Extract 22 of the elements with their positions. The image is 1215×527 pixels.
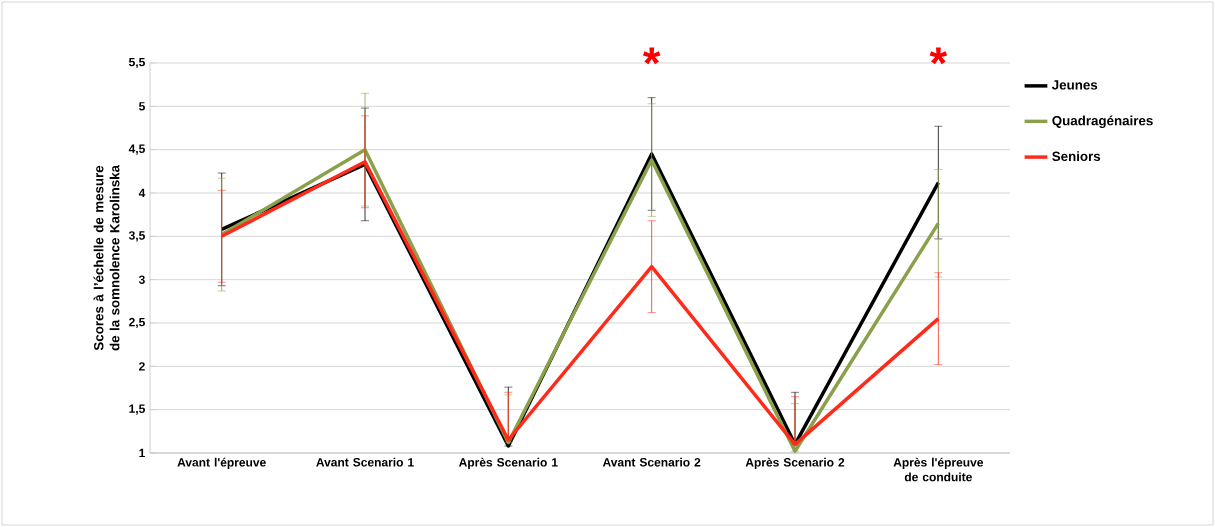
y-tick-label: 4,5 <box>128 144 145 155</box>
x-tick-label: Avant Scenario 2 <box>602 457 701 467</box>
y-tick-label: 5 <box>139 102 145 111</box>
y-tick-label: 1,5 <box>129 404 145 415</box>
annotation: * <box>642 47 661 65</box>
legend-label: Jeunes <box>1051 80 1098 90</box>
annotation: * <box>929 47 948 65</box>
x-tick-label: Après Scenario 1 <box>458 457 558 469</box>
x-tick-label: Avant Scenario 1 <box>316 457 414 467</box>
x-tick-label: Après Scenario 2 <box>745 457 845 469</box>
y-axis-title: Scores à l’échelle de mesure de la somnolence Karolinska <box>93 164 120 351</box>
y-tick-label: 5,5 <box>128 57 145 69</box>
y-tick-label: 4 <box>138 188 146 198</box>
legend-label: Quadragénaires <box>1052 115 1153 129</box>
y-tick-label: 2 <box>139 362 145 371</box>
y-tick-label: 3 <box>138 275 145 284</box>
legend-label: Seniors <box>1052 151 1101 162</box>
x-tick-label: Après l'épreuve de conduite <box>893 457 984 482</box>
y-tick-label: 3,5 <box>128 231 145 242</box>
y-tick-label: 1 <box>139 448 145 458</box>
x-tick-label: Avant l'épreuve <box>177 457 266 469</box>
y-tick-label: 2,5 <box>129 317 145 329</box>
